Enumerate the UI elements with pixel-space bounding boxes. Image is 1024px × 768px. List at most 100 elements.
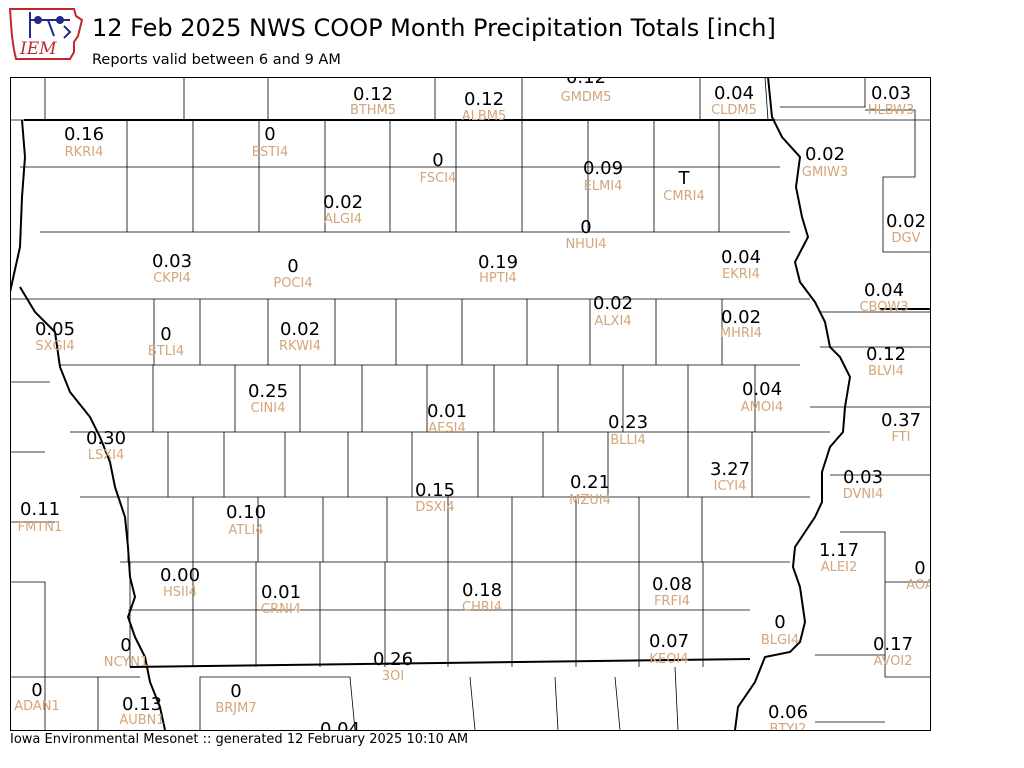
- station-value: 0.07: [649, 631, 689, 652]
- station-id: CBOW3: [859, 300, 908, 315]
- station-value: 0: [264, 124, 275, 145]
- station-id: FSCI4: [420, 171, 457, 186]
- station-plot: 0.12 GMDM5: [561, 77, 612, 105]
- station-value: 0.02: [805, 144, 845, 165]
- precipitation-map: 0.12 BTHM5 0.12 ALBM5 0.12 GMDM5 0.04 CLDM5 0.03…: [10, 77, 930, 730]
- station-id: CRNI4: [261, 602, 301, 617]
- station-id: BLVI4: [868, 364, 904, 379]
- station-value: 0.02: [593, 293, 633, 314]
- station-id: CKPI4: [153, 271, 191, 286]
- station-id: ALXI4: [594, 314, 631, 329]
- station-id: BLLI4: [610, 433, 646, 448]
- station-id: GMDM5: [561, 90, 612, 105]
- station-id: ATLI4: [228, 523, 263, 538]
- station-value: 0.03: [843, 467, 883, 488]
- station-value: 0.09: [583, 158, 623, 179]
- station-value: 3.27: [710, 459, 750, 480]
- station-value: 0.12: [353, 84, 393, 105]
- station-value: 0.11: [20, 499, 60, 520]
- station-id: NHUI4: [565, 237, 606, 252]
- station-id: CHRI4: [462, 600, 502, 615]
- station-id: AMOI4: [741, 400, 783, 415]
- station-value: 0: [120, 635, 131, 656]
- station-value: 0.05: [35, 319, 75, 340]
- station-value: 0: [774, 612, 785, 633]
- station-value: 0: [31, 680, 42, 701]
- station-id: ALEI2: [821, 560, 857, 575]
- station-value: 0: [914, 558, 925, 579]
- station-value: 0.37: [881, 410, 921, 431]
- station-id: BLGI4: [761, 633, 799, 648]
- station-value: 0.02: [886, 211, 926, 232]
- station-value: 0.13: [122, 694, 162, 715]
- station-id: RKWI4: [279, 339, 321, 354]
- station-id: BTYI2: [770, 722, 807, 730]
- station-value: 0.01: [261, 582, 301, 603]
- station-id: HPTI4: [479, 271, 517, 286]
- station-value: 0.30: [86, 428, 126, 449]
- station-value: 0.08: [652, 574, 692, 595]
- station-id: KEOI4: [649, 652, 688, 667]
- station-value: 0.06: [768, 702, 808, 723]
- station-id: ALGI4: [324, 212, 362, 227]
- station-id: FTI: [891, 430, 910, 445]
- station-id: SXGI4: [35, 339, 74, 354]
- station-value: T: [678, 168, 691, 189]
- station-id: DVNI4: [843, 487, 884, 502]
- county-boundaries: [10, 77, 930, 730]
- station-id: ADAN1: [14, 699, 60, 714]
- station-value: 0.04: [721, 247, 761, 268]
- station-id: AVOI2: [873, 654, 912, 669]
- station-id: MZUI4: [569, 493, 611, 508]
- station-id: EKRI4: [722, 267, 760, 282]
- station-value: 0.02: [721, 307, 761, 328]
- station-id: DGV: [892, 231, 921, 246]
- station-id: ICYI4: [714, 479, 747, 494]
- station-value: 0.18: [462, 580, 502, 601]
- station-id: BRJM7: [215, 701, 256, 716]
- station-value: 0.10: [226, 502, 266, 523]
- station-id: FRFI4: [654, 594, 690, 609]
- station-id: HLBW3: [868, 103, 915, 118]
- station-id: 3OI: [382, 669, 404, 684]
- station-id: BTHM5: [350, 103, 396, 118]
- station-value: 0: [160, 324, 171, 345]
- station-value: 0.16: [64, 124, 104, 145]
- station-id: FMTN1: [18, 520, 63, 535]
- station-value: 0.04: [742, 379, 782, 400]
- station-value: 0.00: [160, 565, 200, 586]
- station-value: 0.12: [866, 344, 906, 365]
